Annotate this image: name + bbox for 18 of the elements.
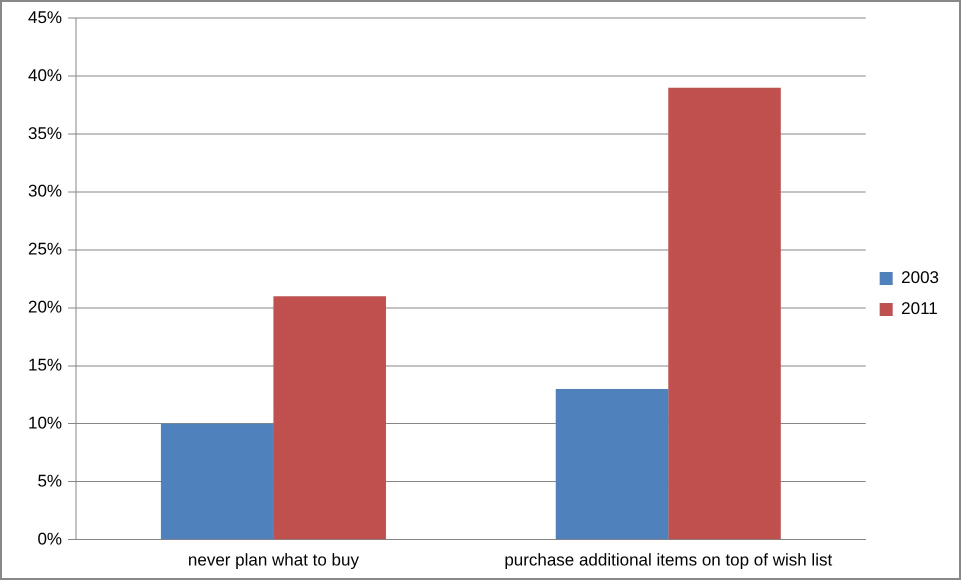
bar [668,88,781,540]
bar [556,388,668,540]
x-tick-label: purchase additional items on top of wish list [504,550,832,570]
y-tick-label: 15% [28,355,62,374]
legend-label: 2011 [901,299,938,318]
y-tick-label: 5% [37,471,62,490]
legend-label: 2003 [901,268,940,288]
y-tick-label: 20% [28,298,62,317]
y-tick-label: 40% [28,66,62,85]
y-tick-label: 10% [28,413,62,432]
y-tick-label: 45% [28,8,62,27]
y-tick-label: 30% [28,182,62,201]
bar [160,424,274,540]
y-tick-label: 0% [37,529,62,548]
x-tick-label: never plan what to buy [188,550,360,570]
y-tick-label: 25% [28,240,62,259]
bar [273,296,386,540]
y-tick-label: 35% [28,124,62,143]
